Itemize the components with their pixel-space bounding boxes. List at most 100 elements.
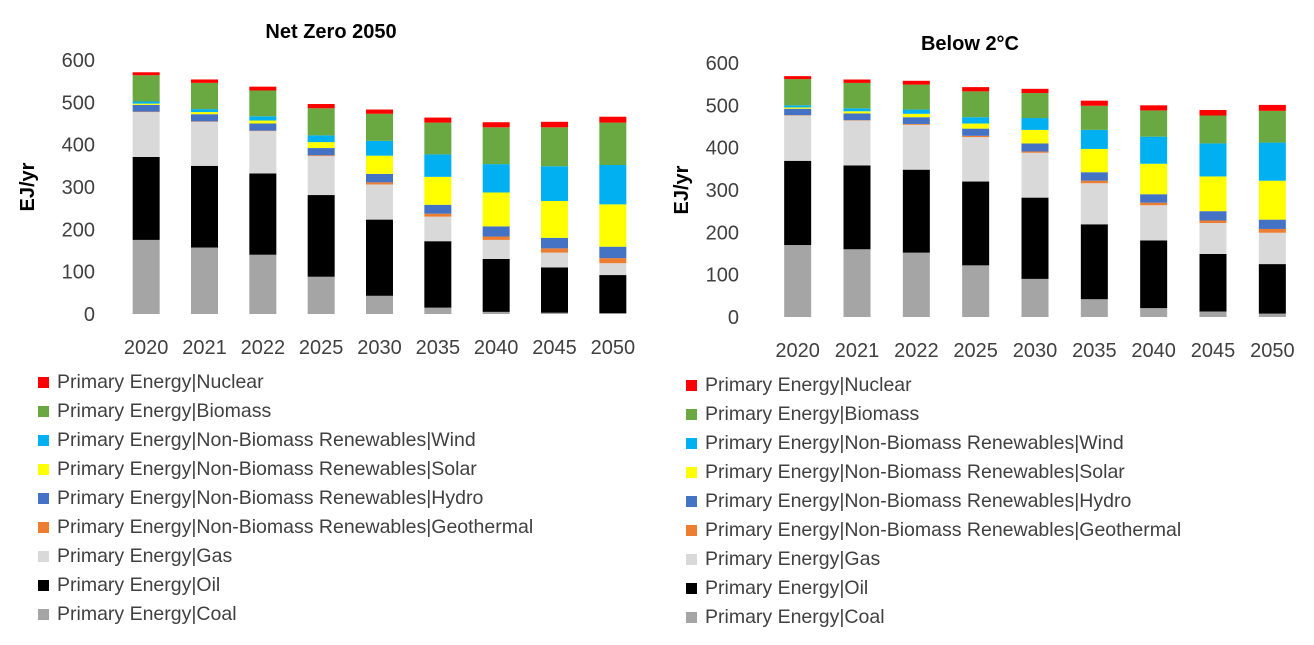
y-tick-label: 300	[62, 177, 95, 199]
legend-label: Primary Energy|Non-Biomass Renewables|So…	[57, 458, 477, 480]
y-axis-title: EJ/yr	[671, 165, 693, 214]
bar-segment-nuclear	[132, 72, 160, 76]
y-tick-label: 600	[706, 53, 739, 75]
bar-segment-nuclear	[366, 109, 393, 114]
legend-net-zero: Primary Energy|Nuclear Primary Energy|Bio…	[38, 368, 533, 629]
legend-item-biomass: Primary Energy|Biomass	[686, 400, 1181, 429]
bar-segment-coal	[366, 295, 393, 314]
bar-stack-2045	[1199, 109, 1227, 317]
bar-segment-coal	[482, 311, 510, 314]
bar-segment-gas	[424, 216, 452, 242]
chart-below-2c: Below 2°C EJ/yr 0 100 200 300 400 500 600 2020 202…	[671, 33, 1295, 362]
bar-segment-hydro	[482, 226, 510, 237]
legend-swatch	[686, 467, 697, 478]
bar-segment-hydro	[424, 204, 452, 214]
legend-item-oil: Primary Energy|Oil	[38, 571, 533, 600]
bar-segment-oil	[1199, 253, 1227, 312]
legend-below-2c: Primary Energy|Nuclear Primary Energy|Bio…	[686, 371, 1181, 632]
bar-segment-biomass	[307, 108, 335, 136]
x-tick-label: 2021	[835, 340, 880, 362]
bar-stack-2020	[132, 72, 160, 314]
legend-swatch	[38, 609, 49, 620]
legend-label: Primary Energy|Biomass	[57, 400, 272, 422]
bar-segment-solar	[366, 155, 393, 174]
bar-segment-wind	[1258, 142, 1286, 181]
bar-segment-gas	[482, 239, 510, 259]
bar-segment-gas	[191, 121, 218, 166]
legend-label: Primary Energy|Non-Biomass Renewables|Wi…	[57, 429, 476, 451]
bar-stack-2025	[307, 104, 335, 314]
bar-segment-oil	[902, 169, 930, 253]
legend-item-wind: Primary Energy|Non-Biomass Renewables|Wi…	[686, 429, 1181, 458]
legend-item-gas: Primary Energy|Gas	[686, 545, 1181, 574]
legend-swatch	[38, 580, 49, 591]
bar-segment-oil	[1080, 224, 1108, 300]
bar-segment-coal	[1258, 313, 1286, 317]
bar-segment-geothermal	[962, 135, 990, 138]
bar-segment-hydro	[249, 123, 277, 131]
legend-swatch	[686, 525, 697, 536]
bar-stack-2050	[599, 116, 627, 314]
legend-label: Primary Energy|Non-Biomass Renewables|Ge…	[705, 519, 1182, 541]
bar-stack-2035	[1080, 100, 1108, 317]
bar-segment-oil	[784, 160, 812, 246]
legend-label: Primary Energy|Non-Biomass Renewables|So…	[705, 461, 1125, 483]
bar-segment-hydro	[1080, 172, 1108, 181]
legend-swatch	[38, 464, 49, 475]
bar-segment-biomass	[1021, 93, 1049, 119]
legend-item-solar: Primary Energy|Non-Biomass Renewables|So…	[38, 455, 533, 484]
legend-label: Primary Energy|Coal	[705, 606, 885, 628]
bar-segment-solar	[902, 113, 930, 118]
bar-segment-hydro	[843, 113, 871, 121]
bar-segment-wind	[843, 108, 871, 112]
bar-segment-solar	[784, 107, 812, 109]
bar-segment-biomass	[482, 127, 510, 165]
bar-segment-coal	[1140, 308, 1168, 317]
bar-segment-biomass	[541, 127, 568, 167]
bar-segment-biomass	[1199, 115, 1227, 144]
bar-segment-nuclear	[1080, 100, 1108, 106]
chart-panel-net-zero: Net Zero 2050 EJ/yr 0 100 200 300 400 500 600 202…	[0, 0, 655, 645]
bar-segment-biomass	[784, 79, 812, 106]
x-tick-label: 2040	[474, 337, 519, 359]
bar-segment-geothermal	[599, 258, 627, 264]
legend-label: Primary Energy|Nuclear	[705, 374, 912, 396]
bar-segment-gas	[307, 156, 335, 196]
bar-stack-2020	[784, 76, 812, 317]
bar-segment-hydro	[1199, 211, 1227, 221]
legend-item-wind: Primary Energy|Non-Biomass Renewables|Wi…	[38, 426, 533, 455]
bar-segment-wind	[784, 105, 812, 108]
bar-segment-solar	[249, 120, 277, 124]
y-tick-label: 500	[62, 92, 95, 114]
bar-segment-solar	[843, 111, 871, 114]
bar-segment-nuclear	[541, 121, 568, 128]
bar-segment-wind	[482, 164, 510, 193]
legend-swatch	[686, 438, 697, 449]
legend-item-nuclear: Primary Energy|Nuclear	[686, 371, 1181, 400]
bar-stack-2025	[962, 87, 990, 317]
bar-stack-2040	[1140, 105, 1168, 317]
bar-segment-oil	[307, 195, 335, 277]
bar-segment-geothermal	[1080, 180, 1108, 184]
bar-segment-geothermal	[1258, 228, 1286, 233]
legend-label: Primary Energy|Nuclear	[57, 371, 264, 393]
x-tick-label: 2050	[591, 337, 636, 359]
bar-segment-geothermal	[482, 236, 510, 240]
bar-segment-coal	[962, 265, 990, 317]
bar-stack-2021	[843, 79, 871, 317]
bar-segment-hydro	[132, 104, 160, 112]
bar-segment-nuclear	[249, 86, 277, 91]
bar-segment-solar	[599, 204, 627, 247]
bar-segment-wind	[191, 109, 218, 113]
bar-segment-biomass	[1140, 110, 1168, 137]
y-tick-label: 200	[62, 219, 95, 241]
legend-label: Primary Energy|Coal	[57, 603, 237, 625]
legend-item-oil: Primary Energy|Oil	[686, 574, 1181, 603]
bar-segment-biomass	[1080, 105, 1108, 130]
x-tick-label: 2030	[357, 337, 402, 359]
bar-segment-gas	[1140, 205, 1168, 241]
bar-segment-gas	[902, 124, 930, 170]
bar-segment-solar	[541, 200, 568, 238]
bar-segment-solar	[962, 123, 990, 129]
legend-item-gas: Primary Energy|Gas	[38, 542, 533, 571]
